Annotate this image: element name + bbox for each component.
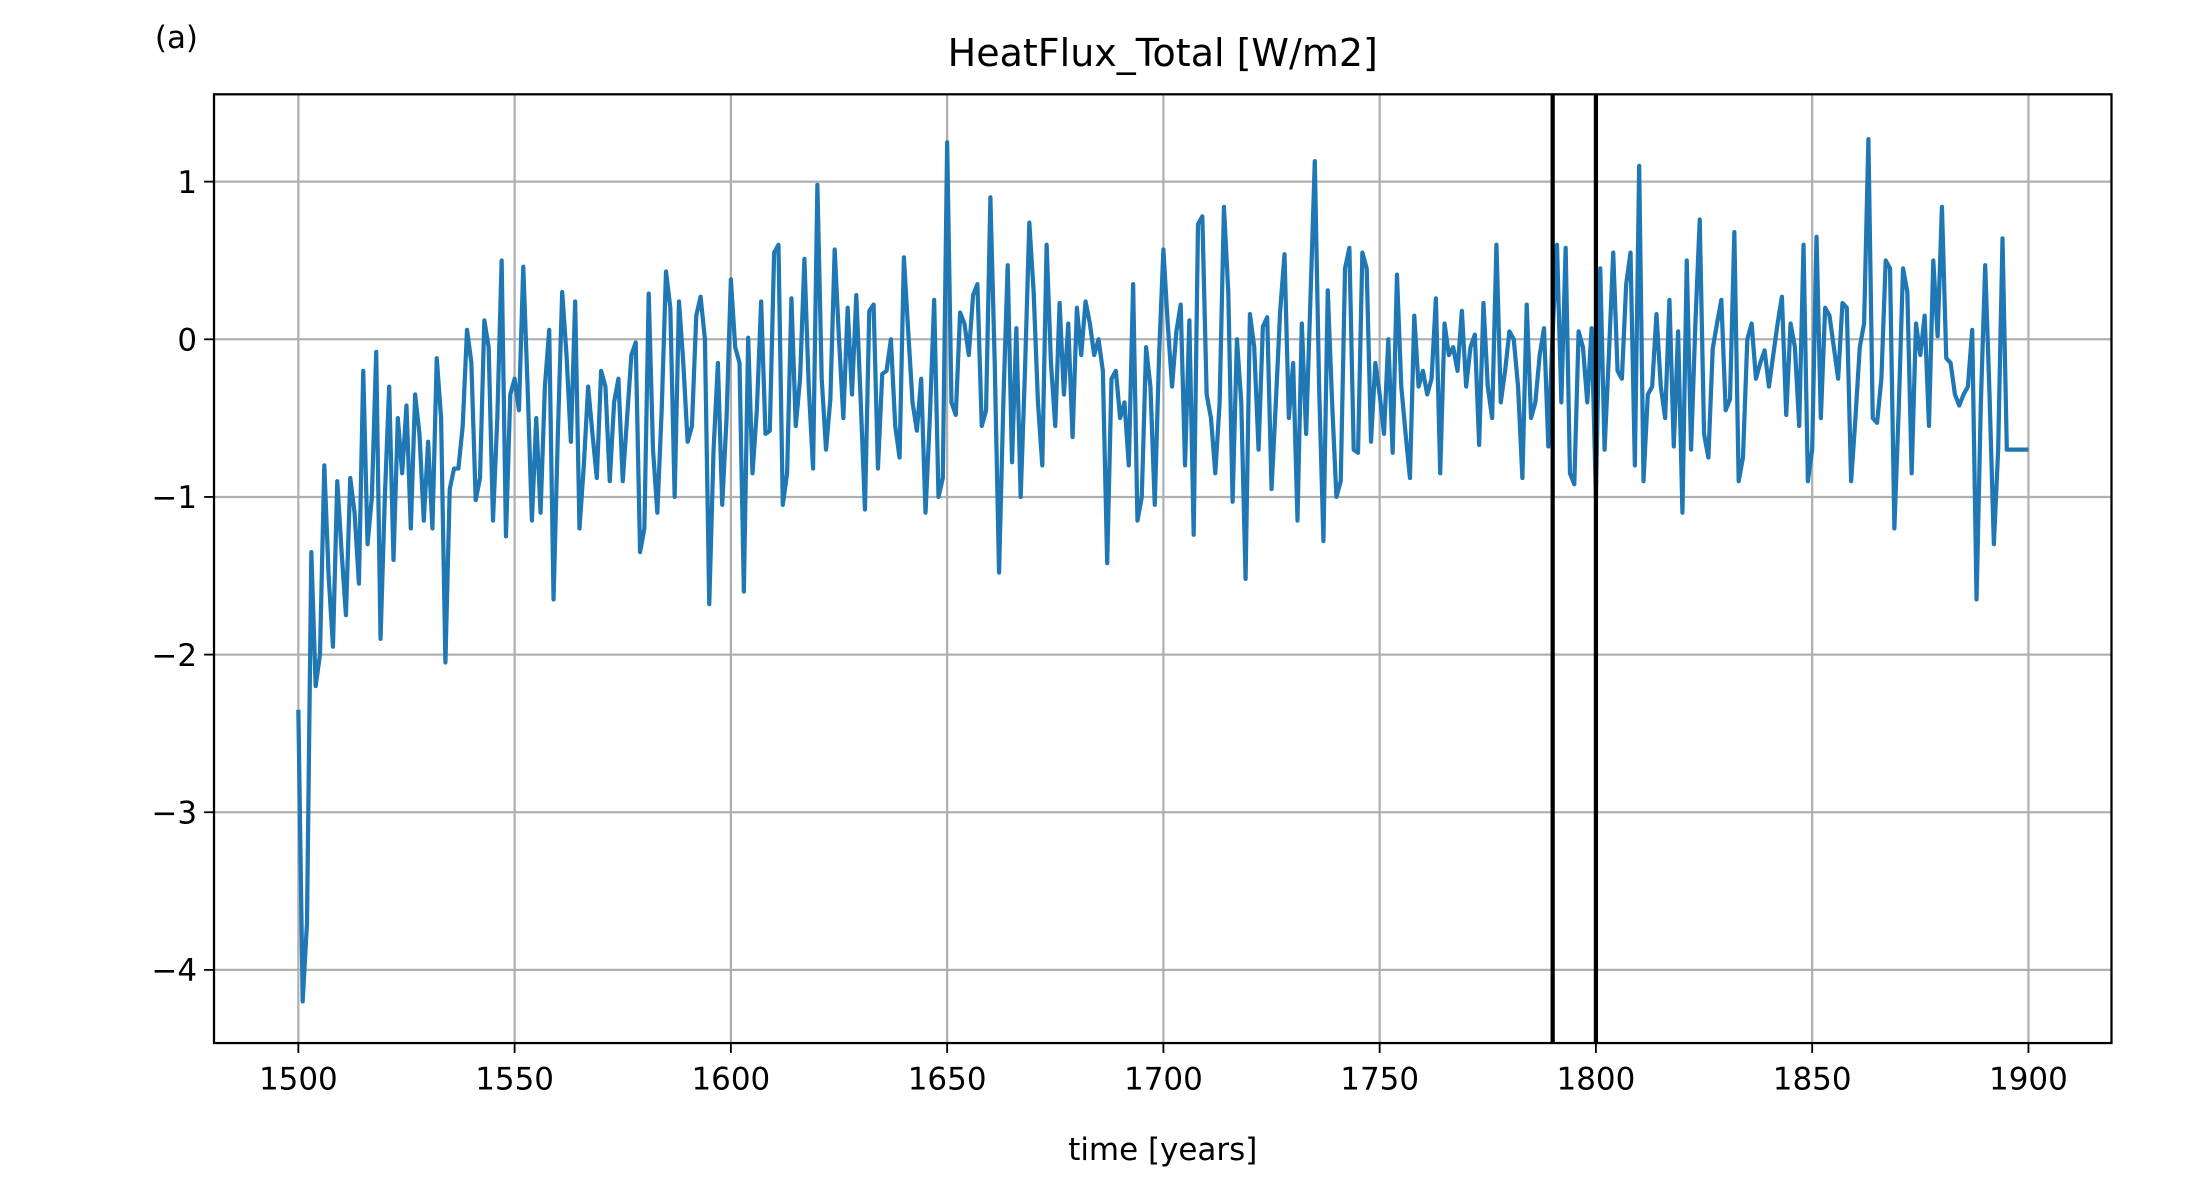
x-tick-label: 1800 [1557, 1062, 1636, 1098]
panel-label: (a) [155, 20, 198, 56]
y-tick-label: −1 [151, 480, 197, 516]
x-tick-label: 1750 [1340, 1062, 1419, 1098]
x-axis-label: time [years] [1068, 1132, 1257, 1168]
x-tick-label: 1650 [908, 1062, 987, 1098]
chart-title: HeatFlux_Total [W/m2] [948, 31, 1378, 75]
y-tick-label: −3 [151, 796, 197, 832]
y-tick-label: −4 [151, 953, 197, 989]
x-tick-label: 1850 [1773, 1062, 1852, 1098]
x-tick-label: 1700 [1124, 1062, 1203, 1098]
x-tick-label: 1600 [691, 1062, 770, 1098]
data-line [296, 136, 2029, 1004]
x-tick-label: 1900 [1989, 1062, 2068, 1098]
y-tick-label: −2 [151, 638, 197, 674]
plot-frame [212, 93, 2113, 1045]
y-tick-label: 1 [177, 165, 197, 201]
x-tick-label: 1550 [475, 1062, 554, 1098]
x-tick-label: 1500 [259, 1062, 338, 1098]
y-tick-label: 0 [177, 323, 197, 359]
